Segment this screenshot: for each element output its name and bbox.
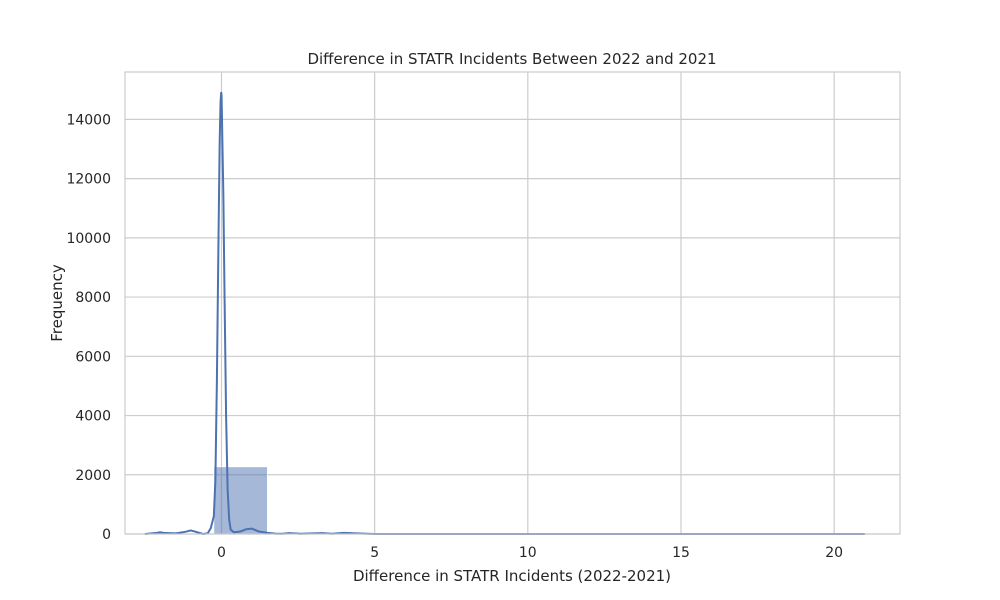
y-axis-title: Frequency	[48, 264, 66, 342]
histogram-bar	[213, 466, 268, 535]
y-tick-label: 0	[102, 527, 111, 543]
y-tick-label: 2000	[75, 468, 111, 484]
y-tick-label: 8000	[75, 290, 111, 306]
y-tick-label: 4000	[75, 409, 111, 425]
y-tick-label: 14000	[66, 112, 111, 128]
y-tick-label: 12000	[66, 172, 111, 188]
x-tick-label: 15	[672, 545, 690, 561]
x-tick-label: 20	[825, 545, 843, 561]
x-tick-label: 5	[370, 545, 379, 561]
x-axis-title: Difference in STATR Incidents (2022-2021…	[353, 567, 671, 585]
y-tick-labels: 0 2000 4000 6000 8000 10000 12000 14000	[66, 112, 111, 543]
plot-frame	[124, 71, 901, 535]
x-tick-labels: 0 5 10 15 20	[217, 545, 843, 561]
y-tick-label: 10000	[66, 231, 111, 247]
chart-title: Difference in STATR Incidents Between 20…	[307, 50, 716, 68]
y-tick-label: 6000	[75, 349, 111, 365]
x-tick-label: 10	[519, 545, 537, 561]
x-tick-label: 0	[217, 545, 226, 561]
